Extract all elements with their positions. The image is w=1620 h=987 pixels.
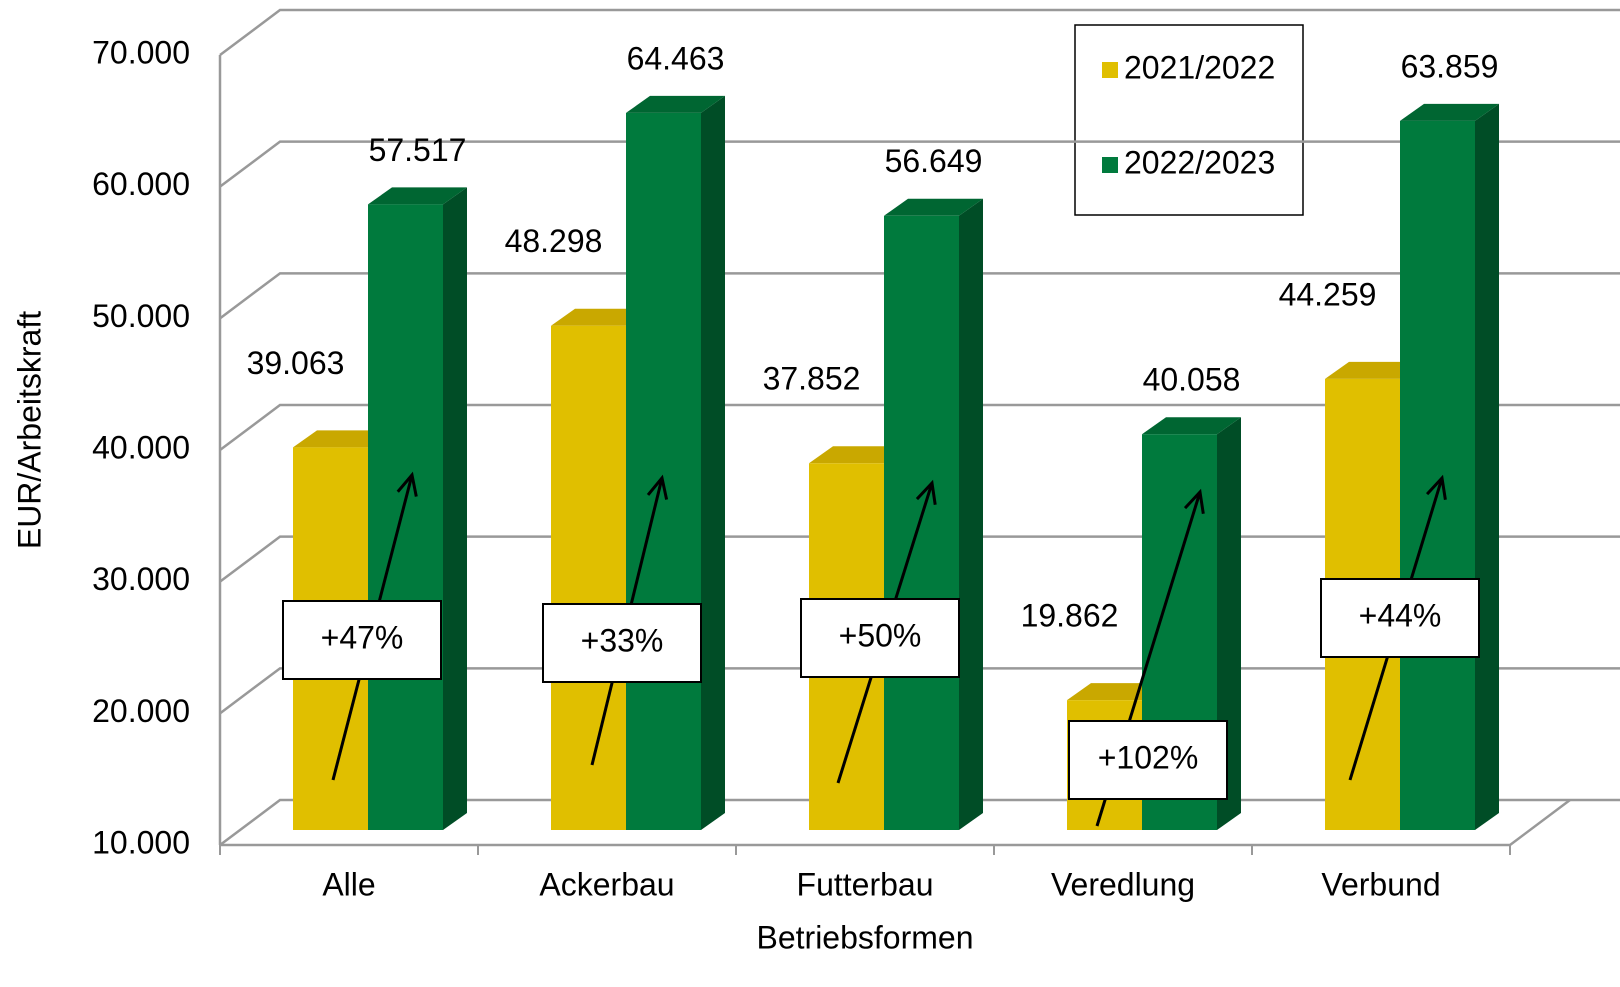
annotation: +47% — [321, 619, 404, 655]
x-tick-label: Veredlung — [1051, 866, 1195, 902]
bar-top — [626, 95, 725, 113]
bar — [626, 112, 701, 831]
value-label: 39.063 — [247, 345, 345, 381]
annotation-box — [542, 603, 702, 683]
legend-label: 2021/2022 — [1124, 49, 1275, 85]
value-label: 63.859 — [1401, 48, 1499, 84]
legend-box — [1074, 24, 1304, 216]
value-label: 44.259 — [1279, 276, 1377, 312]
bar-top — [368, 187, 467, 205]
bar-side — [1475, 103, 1499, 830]
arrow-head — [1425, 474, 1447, 500]
bar-top — [1325, 361, 1424, 379]
bar-top — [809, 446, 908, 464]
bar-top — [551, 308, 650, 326]
value-label: 48.298 — [505, 223, 603, 259]
legend-swatch — [1102, 62, 1118, 78]
y-axis-title: EUR/Arbeitskraft — [11, 311, 47, 549]
bar — [884, 215, 959, 831]
bar — [1400, 120, 1475, 830]
bar-top — [884, 198, 983, 216]
legend-label: 2022/2023 — [1124, 144, 1275, 180]
annotation-box — [282, 600, 442, 680]
y-tick-label: 10.000 — [92, 824, 190, 860]
bar — [551, 325, 626, 830]
grid-line — [219, 403, 1620, 451]
annotation: +50% — [839, 617, 922, 653]
annotation-box — [1068, 720, 1228, 800]
annotation: +44% — [1359, 597, 1442, 633]
arrow-head — [915, 479, 937, 505]
arrow-head — [1183, 488, 1205, 514]
arrow-head — [646, 474, 669, 500]
x-tick-label: Futterbau — [797, 866, 934, 902]
x-tick-label: Alle — [322, 866, 375, 902]
grid-line — [219, 140, 1620, 188]
x-tick-label: Verbund — [1321, 866, 1440, 902]
grid-line — [219, 8, 1620, 56]
y-tick-label: 30.000 — [92, 561, 190, 597]
value-label: 19.862 — [1021, 598, 1119, 634]
bar-side — [701, 95, 725, 831]
bar-side — [443, 187, 467, 830]
bar — [368, 204, 443, 830]
annotation-box — [1320, 578, 1480, 658]
y-tick-label: 40.000 — [92, 429, 190, 465]
value-label: 64.463 — [627, 40, 725, 76]
value-label: 56.649 — [885, 143, 983, 179]
y-tick-label: 50.000 — [92, 298, 190, 334]
bar-top — [293, 430, 392, 448]
value-label: 40.058 — [1143, 362, 1241, 398]
y-tick-label: 60.000 — [92, 166, 190, 202]
value-label: 37.852 — [763, 361, 861, 397]
annotation-box — [800, 598, 960, 678]
x-tick-label: Ackerbau — [539, 866, 674, 902]
grid-line — [219, 272, 1620, 320]
bar-top — [1142, 417, 1241, 435]
value-label: 57.517 — [369, 132, 467, 168]
y-tick-label: 70.000 — [92, 34, 190, 70]
annotation: +102% — [1098, 739, 1199, 775]
bar-side — [959, 198, 983, 831]
arrow-head — [396, 471, 418, 497]
y-tick-label: 20.000 — [92, 693, 190, 729]
annotation: +33% — [581, 622, 664, 658]
bar-top — [1400, 103, 1499, 121]
x-axis-title: Betriebsformen — [757, 919, 974, 955]
legend-swatch — [1102, 157, 1118, 173]
